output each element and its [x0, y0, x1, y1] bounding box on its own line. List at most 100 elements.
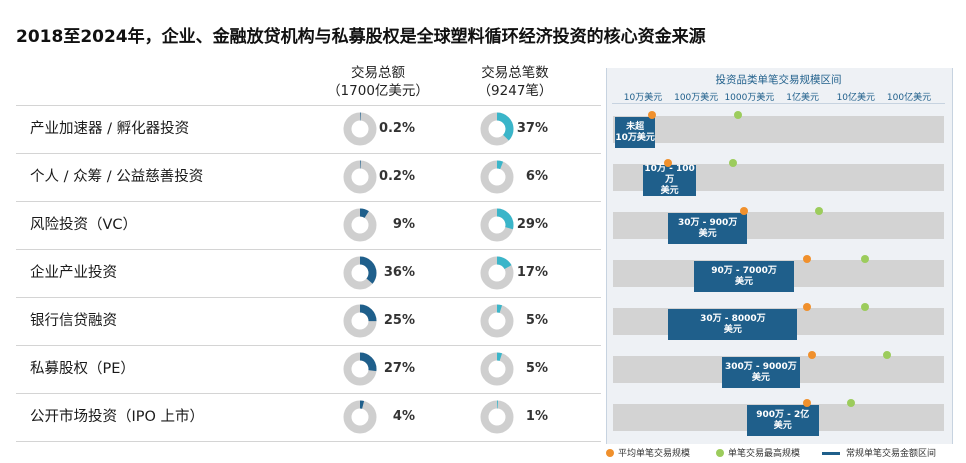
- row-category-label: 银行信贷融资: [30, 313, 117, 329]
- amount-share-donut-segment: [343, 256, 377, 290]
- count-share-donut-segment: [480, 400, 514, 434]
- range-bar: 900万 - 2亿 美元: [746, 405, 819, 436]
- range-track: [613, 116, 944, 143]
- count-share-donut: [480, 256, 514, 290]
- amount-share-donut: [343, 208, 377, 242]
- row-category-label: 个人 / 众筹 / 公益慈善投资: [30, 169, 204, 185]
- count-share-donut: [480, 208, 514, 242]
- legend-average-label: 平均单笔交易规模: [618, 449, 691, 459]
- amount-share-donut-segment: [343, 304, 377, 338]
- range-axis-tick: 10亿美元: [836, 93, 876, 103]
- range-bar: 90万 - 7000万 美元: [693, 261, 795, 292]
- amount-share-donut-segment: [343, 112, 377, 146]
- count-share-label: 5%: [525, 361, 548, 376]
- amount-column-title: 交易总额: [351, 65, 405, 81]
- amount-column-total: （1700亿美元）: [327, 83, 429, 99]
- legend-max-label: 单笔交易最高规模: [728, 449, 801, 459]
- amount-share-donut-segment: [343, 160, 377, 194]
- amount-share-label: 0.2%: [378, 121, 415, 136]
- count-share-donut-segment: [480, 160, 514, 194]
- range-bar: 30万 - 8000万 美元: [668, 309, 798, 340]
- amount-share-donut: [343, 112, 377, 146]
- count-share-donut-segment: [480, 208, 514, 242]
- range-bar: 30万 - 900万 美元: [668, 213, 747, 244]
- range-axis-tick: 10万美元: [623, 93, 663, 103]
- amount-share-donut: [343, 256, 377, 290]
- amount-share-donut-segment: [343, 352, 377, 386]
- amount-share-label: 36%: [383, 265, 415, 280]
- range-axis-tick: 100万美元: [674, 93, 719, 103]
- row-divider: [16, 441, 601, 442]
- average-dot: [740, 207, 749, 215]
- count-share-label: 17%: [516, 265, 548, 280]
- count-share-donut-segment: [480, 112, 514, 146]
- range-track: [613, 212, 944, 239]
- count-share-label: 5%: [525, 313, 548, 328]
- range-axis-tick: 1亿美元: [786, 93, 819, 103]
- count-column-header: 交易总笔数 （9247笔）: [455, 64, 575, 100]
- row-divider: [16, 393, 601, 394]
- max-dot: [882, 351, 891, 359]
- chart-title: 2018至2024年，企业、金融放贷机构与私募股权是全球塑料循环经济投资的核心资…: [16, 27, 706, 47]
- count-share-donut: [480, 352, 514, 386]
- range-bar-label: 未超 10万美元: [615, 121, 655, 143]
- range-bar-label: 30万 - 900万 美元: [678, 217, 738, 239]
- average-dot: [648, 111, 657, 119]
- range-panel-title: 投资品类单笔交易规模区间: [715, 74, 842, 86]
- amount-share-donut: [343, 160, 377, 194]
- amount-share-label: 25%: [383, 313, 415, 328]
- max-dot: [846, 399, 855, 407]
- amount-share-donut-segment: [343, 208, 377, 242]
- count-share-label: 37%: [516, 121, 548, 136]
- row-divider: [16, 153, 601, 154]
- count-column-total: （9247笔）: [477, 83, 553, 99]
- max-dot: [861, 255, 870, 263]
- range-bar: 300万 - 9000万 美元: [721, 357, 801, 388]
- legend-max-swatch: [716, 449, 724, 457]
- count-share-donut: [480, 160, 514, 194]
- range-axis-tick: 100亿美元: [886, 93, 932, 103]
- amount-share-donut-track: [343, 208, 377, 242]
- count-share-donut: [480, 400, 514, 434]
- max-dot: [733, 111, 742, 119]
- range-bar-label: 10万 - 100万 美元: [644, 164, 695, 196]
- amount-share-label: 27%: [383, 361, 415, 376]
- count-share-donut-segment: [480, 256, 514, 290]
- amount-share-donut: [343, 400, 377, 434]
- row-category-label: 风险投资（VC）: [30, 217, 138, 233]
- count-share-label: 6%: [525, 169, 548, 184]
- range-bar: 10万 - 100万 美元: [643, 164, 697, 196]
- row-divider: [16, 105, 601, 106]
- average-dot: [807, 351, 816, 359]
- range-axis-line: [612, 103, 945, 104]
- range-bar-label: 30万 - 8000万 美元: [700, 313, 766, 335]
- amount-share-donut: [343, 352, 377, 386]
- amount-share-label: 9%: [392, 217, 415, 232]
- average-dot: [664, 159, 673, 167]
- row-category-label: 企业产业投资: [30, 265, 117, 281]
- legend-average-swatch: [606, 449, 614, 457]
- count-share-donut: [480, 304, 514, 338]
- count-share-label: 1%: [525, 409, 548, 424]
- count-share-donut: [480, 112, 514, 146]
- average-dot: [802, 255, 811, 263]
- row-divider: [16, 201, 601, 202]
- count-column-title: 交易总笔数: [481, 65, 549, 81]
- average-dot: [802, 399, 811, 407]
- amount-share-donut: [343, 304, 377, 338]
- amount-column-header: 交易总额 （1700亿美元）: [318, 64, 438, 100]
- row-divider: [16, 249, 601, 250]
- range-axis-tick: 1000万美元: [724, 93, 775, 103]
- row-category-label: 公开市场投资（IPO 上市）: [30, 409, 205, 425]
- average-dot: [802, 303, 811, 311]
- row-category-label: 产业加速器 / 孵化器投资: [30, 121, 190, 137]
- max-dot: [861, 303, 870, 311]
- count-share-donut-segment: [480, 304, 514, 338]
- range-bar-label: 90万 - 7000万 美元: [711, 265, 777, 287]
- amount-share-donut-track: [343, 112, 377, 146]
- amount-share-donut-track: [343, 160, 377, 194]
- row-divider: [16, 345, 601, 346]
- count-share-label: 29%: [516, 217, 548, 232]
- amount-share-donut-segment: [343, 400, 377, 434]
- amount-share-label: 0.2%: [378, 169, 415, 184]
